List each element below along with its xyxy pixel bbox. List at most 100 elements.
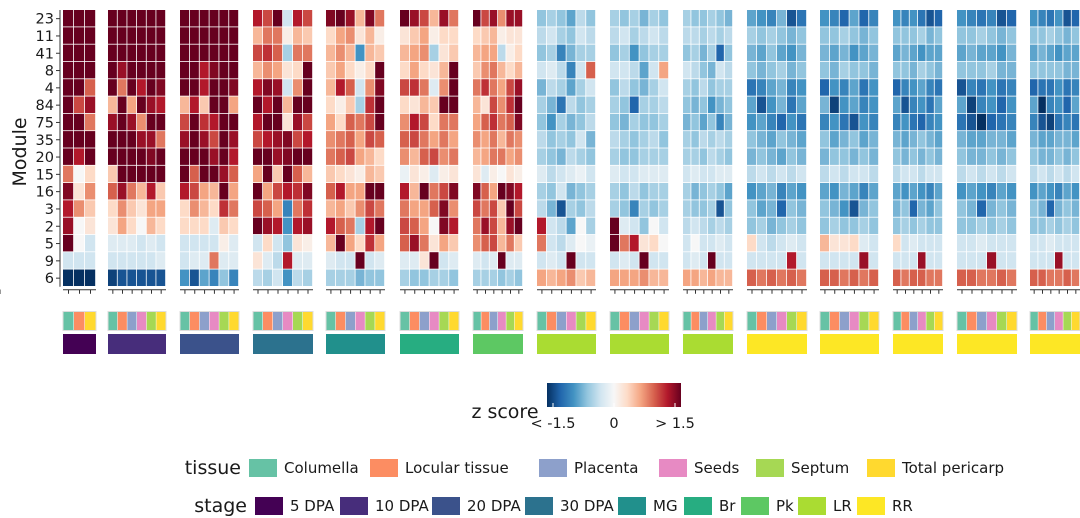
colorbar-legend: z score < -1.5 0 > 1.5 [471, 383, 695, 432]
heatmap-cell [127, 183, 137, 200]
tissue-annotation-cell [619, 312, 630, 330]
heatmap-cell [777, 269, 787, 286]
heatmap-cell [997, 217, 1007, 235]
heatmap-cell [146, 148, 156, 165]
heatmap-cell [839, 200, 849, 217]
heatmap-cell [869, 234, 879, 252]
heatmap-cell [199, 217, 209, 235]
heatmap-cell [74, 131, 85, 148]
legend-swatch [684, 497, 712, 515]
heatmap-cell [659, 269, 669, 286]
heatmap-cell [180, 200, 190, 217]
heatmap-cell [146, 79, 156, 96]
heatmap-cell [839, 96, 849, 113]
heatmap-cell [108, 131, 117, 148]
heatmap-cell [253, 217, 263, 235]
heatmap-cell [409, 61, 419, 79]
heatmap-cell [619, 165, 629, 183]
heatmap-cell [901, 113, 909, 131]
heatmap-cell [293, 96, 303, 113]
heatmap-cell [489, 165, 498, 183]
heatmap-cell [283, 148, 293, 165]
heatmap-cell [820, 148, 830, 165]
heatmap-cell [649, 27, 659, 44]
heatmap-cell [997, 269, 1007, 286]
heatmap-cell [997, 131, 1007, 148]
heatmap-cell [619, 252, 629, 269]
stage-annotation-bar [893, 334, 943, 354]
heatmap-cell [355, 44, 365, 62]
heatmap-cell [156, 252, 166, 269]
heatmap-cell [649, 269, 659, 286]
heatmap-cell [514, 96, 523, 113]
heatmap-cell [977, 27, 987, 44]
heatmap-cell [829, 252, 839, 269]
heatmap-cell [1046, 79, 1055, 96]
heatmap-cell [189, 44, 199, 62]
heatmap-cell [869, 148, 879, 165]
heatmap-cell [820, 234, 830, 252]
heatmap-cell [409, 217, 419, 235]
tissue-annotation-cell [326, 312, 336, 330]
heatmap-cell [683, 200, 691, 217]
heatmap-cell [489, 217, 498, 235]
heatmap-cell [209, 10, 219, 27]
heatmap-cell [108, 79, 117, 96]
heatmap-cell [967, 79, 977, 96]
heatmap-cell [189, 148, 199, 165]
heatmap-cell [659, 44, 669, 62]
legend-label: MG [653, 497, 678, 515]
heatmap-cell [859, 44, 869, 62]
heatmap-cell [1055, 44, 1063, 62]
heatmap-cell [659, 252, 669, 269]
heatmap-cell [498, 44, 506, 62]
heatmap-cell [489, 200, 498, 217]
heatmap-cell [74, 148, 85, 165]
heatmap-cell [537, 165, 547, 183]
heatmap-cell [229, 131, 239, 148]
heatmap-cell [716, 96, 724, 113]
heatmap-cell [724, 44, 733, 62]
heatmap-cell [987, 234, 997, 252]
heatmap-cell [63, 79, 74, 96]
heatmap-cell [619, 269, 629, 286]
heatmap-cell [375, 217, 385, 235]
heatmap-cell [747, 165, 757, 183]
heatmap-cell [691, 183, 699, 200]
heatmap-cell [146, 252, 156, 269]
heatmap-cell [629, 217, 639, 235]
heatmap-cell [566, 183, 576, 200]
tissue-annotation-cell [629, 312, 639, 330]
legend-swatch [340, 497, 368, 515]
heatmap-cell [375, 234, 385, 252]
heatmap-cell [537, 234, 547, 252]
heatmap-cell [777, 44, 787, 62]
heatmap-cell [987, 10, 997, 27]
heatmap-cell [335, 10, 345, 27]
heatmap-cell [481, 44, 489, 62]
heatmap-cell [419, 131, 429, 148]
heatmap-cell [546, 165, 556, 183]
heatmap-cell [449, 10, 459, 27]
heatmap-cell [619, 131, 629, 148]
heatmap-cell [639, 217, 649, 235]
heatmap-cell [659, 61, 669, 79]
heatmap-cell [283, 252, 293, 269]
heatmap-cell [649, 234, 659, 252]
legend-swatch [525, 497, 553, 515]
heatmap-cell [537, 200, 547, 217]
heatmap-cell [1063, 44, 1071, 62]
heatmap-cell [127, 79, 137, 96]
heatmap-cell [449, 79, 459, 96]
heatmap-cell [293, 200, 303, 217]
heatmap-cell [263, 96, 273, 113]
heatmap-cell [439, 252, 449, 269]
heatmap-cell [893, 131, 901, 148]
heatmap-cell [586, 61, 596, 79]
heatmap-cell [263, 113, 273, 131]
heatmap-cell [514, 10, 523, 27]
heatmap-cell [506, 165, 514, 183]
heatmap-cell [747, 217, 757, 235]
heatmap-cell [586, 96, 596, 113]
heatmap-cell [639, 27, 649, 44]
